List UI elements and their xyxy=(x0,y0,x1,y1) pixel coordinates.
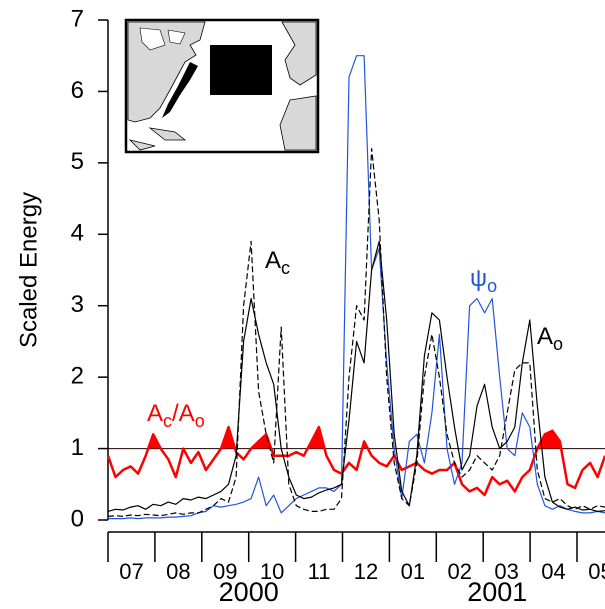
map-land xyxy=(128,127,187,151)
map-detail xyxy=(139,27,186,51)
y-tick-label: 5 xyxy=(71,148,84,175)
annotation-part: A xyxy=(537,323,553,350)
annotation-part: /A xyxy=(172,400,195,427)
series-line xyxy=(107,240,605,512)
x-tick-label: 02 xyxy=(448,559,472,584)
x-tick-label: 10 xyxy=(260,559,284,584)
x-tick-label: 03 xyxy=(494,559,518,584)
y-tick-label: 0 xyxy=(71,505,84,532)
annotation-part: o xyxy=(195,411,205,431)
annotation-part: A xyxy=(265,247,281,274)
y-tick-label: 1 xyxy=(71,434,84,461)
y-tick-label: 7 xyxy=(71,5,84,32)
series-line xyxy=(107,148,605,517)
x-tick-label: 04 xyxy=(541,559,565,584)
annotation-part: c xyxy=(281,258,290,278)
annotation-part: ψ xyxy=(470,265,487,292)
map-region xyxy=(210,45,272,95)
y-tick-label: 3 xyxy=(71,291,84,318)
inset-map xyxy=(124,18,320,154)
annotation-part: c xyxy=(163,411,172,431)
x-tick-label: 11 xyxy=(308,559,331,584)
annotation: Ac/Ao xyxy=(147,400,205,430)
map-coast xyxy=(162,62,198,118)
x-tick-label: 08 xyxy=(166,559,190,584)
annotation-part: A xyxy=(147,400,163,427)
series-line xyxy=(108,55,605,520)
x-tick-label: 05 xyxy=(588,559,605,584)
annotation-part: o xyxy=(487,276,497,296)
y-tick-label: 4 xyxy=(71,220,84,247)
annotation: Ac xyxy=(265,247,290,277)
x-tick-label: 09 xyxy=(213,559,237,584)
year-label: 2000 xyxy=(219,577,279,607)
annotation: ψo xyxy=(470,265,497,295)
y-axis-label: Scaled Energy xyxy=(15,192,42,348)
y-tick-label: 6 xyxy=(71,77,84,104)
series-line xyxy=(106,425,605,497)
annotation: Ao xyxy=(537,323,563,353)
annotation-part: o xyxy=(553,334,563,354)
map-land xyxy=(279,21,317,151)
area-above-reference xyxy=(108,427,605,449)
x-tick-label: 01 xyxy=(401,559,425,584)
x-tick-label: 07 xyxy=(119,559,143,584)
x-tick-label: 12 xyxy=(354,559,378,584)
year-label: 2001 xyxy=(467,577,527,607)
y-tick-label: 2 xyxy=(71,362,84,389)
